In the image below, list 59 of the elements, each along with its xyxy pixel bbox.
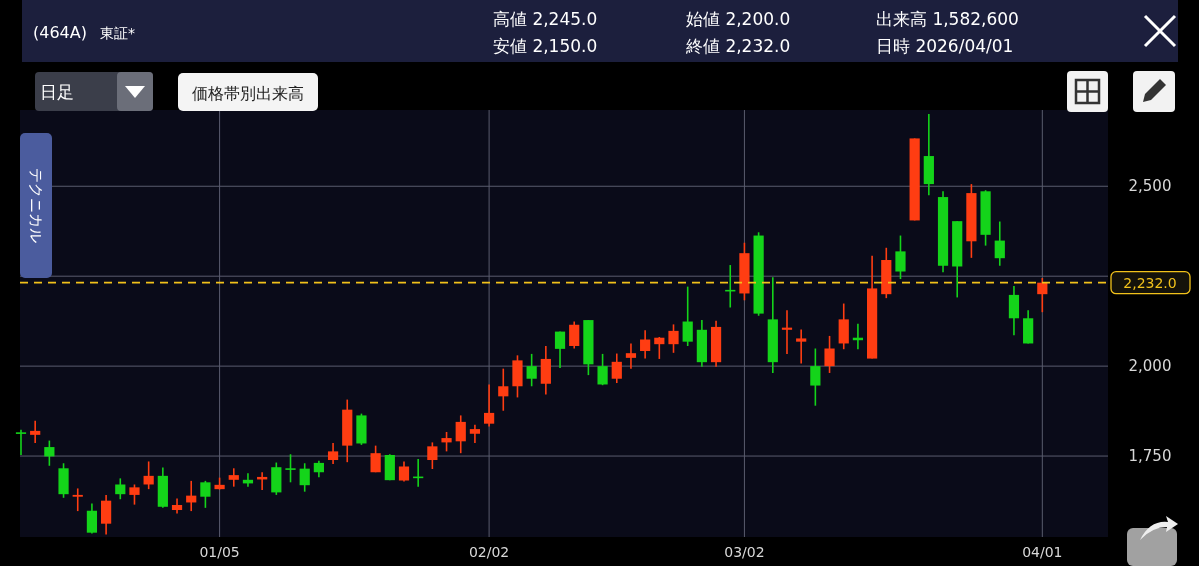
candlestick (327, 442, 339, 465)
text: (464A) (33, 23, 87, 42)
text: 東証* (100, 25, 135, 41)
candlestick (625, 342, 637, 370)
candlestick (526, 353, 537, 388)
candlestick (1008, 285, 1020, 336)
candlestick (569, 320, 580, 350)
text: 安値 2,150.0 (493, 36, 598, 56)
x-tick-label: 04/01 (1022, 544, 1063, 560)
candlestick (441, 431, 452, 453)
candlestick (668, 323, 679, 354)
candlestick (200, 480, 211, 509)
candlestick (101, 494, 112, 536)
candlestick (498, 367, 509, 412)
candlestick (994, 220, 1005, 267)
candlestick (86, 502, 98, 535)
candlestick (554, 330, 566, 369)
candlestick (427, 441, 438, 470)
candlestick (810, 347, 821, 407)
ref-line-label: 2,232.0 (1123, 274, 1177, 291)
candlestick (654, 336, 665, 360)
text: 終値 2,232.0 (685, 36, 791, 56)
text: 高値 2,245.0 (493, 9, 598, 29)
candlestick (285, 453, 296, 484)
candlestick (370, 444, 381, 474)
x-tick-label: 03/02 (724, 544, 765, 560)
annotation: テクニカル (27, 167, 45, 243)
candlestick (682, 285, 693, 347)
candlestick (299, 462, 310, 493)
text: 出来高 1,582,600 (876, 9, 1019, 29)
candlestick (824, 335, 835, 374)
candlestick (781, 309, 793, 355)
candlestick (611, 352, 622, 384)
y-tick-label: 2,000 (1128, 357, 1172, 376)
candlestick (469, 423, 481, 444)
x-tick-label: 01/05 (199, 544, 240, 560)
candlestick (228, 467, 239, 488)
text: 日時 2026/04/01 (876, 36, 1014, 56)
candlestick (115, 477, 126, 501)
candlestick (484, 383, 495, 428)
candlestick (597, 353, 608, 386)
text: 価格帯別出来高 (192, 84, 304, 103)
candlestick (796, 328, 807, 365)
candlestick (30, 420, 41, 444)
candlestick (398, 460, 410, 483)
candlestick (15, 429, 27, 456)
text: 始値 2,200.0 (686, 9, 791, 29)
candlestick (129, 483, 140, 506)
candlestick (44, 439, 55, 467)
candlestick (455, 414, 466, 454)
candlestick (143, 460, 154, 490)
candlestick (895, 234, 906, 280)
x-tick-label: 02/02 (468, 544, 510, 560)
y-tick-label: 2,500 (1128, 177, 1172, 196)
candlestick (640, 329, 651, 360)
candlestick (1037, 277, 1048, 313)
candlestick (72, 487, 83, 512)
text: 日足 (40, 82, 74, 102)
y-tick-label: 1,750 (1128, 447, 1172, 466)
